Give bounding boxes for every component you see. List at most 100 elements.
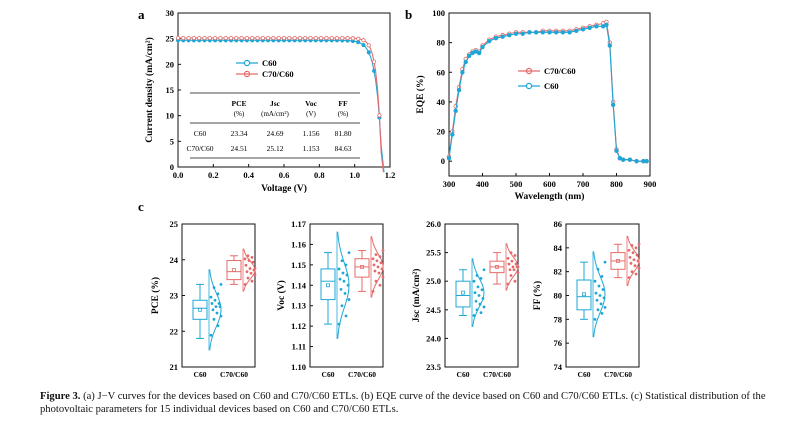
caption-lead: Figure 3. [40,391,81,402]
jv-xtick-label: 0.4 [243,170,254,180]
box-jsc-ytick-label: 25.0 [426,276,441,286]
jv-point-c70 [350,36,355,41]
box-pce-point-c70 [253,267,257,270]
box-jsc-point-c70 [506,256,510,260]
box-jsc-point-c70 [514,262,518,266]
box-pce-point-c70 [253,273,257,277]
box-pce-dist-c60 [209,269,222,351]
box-voc-ylabel: Voc (V) [276,280,287,311]
jv-point-c70 [234,35,239,41]
eqe-point-c60 [480,44,485,50]
jv-point-c70 [313,35,318,41]
box-jsc-point-c70 [509,251,513,255]
eqe-line-c60 [448,24,647,162]
box-voc-point-c60 [338,277,342,281]
box-pce-point-c70 [243,257,247,261]
eqe-point-c60 [463,59,468,65]
box-voc-point-c60 [337,267,341,271]
eqe-point-c60 [634,158,639,164]
box-voc-box-c60 [320,268,336,301]
jv-ylabel: Current density (mA/cm²) [144,37,155,143]
box-jsc-point-c60 [481,296,485,300]
box-jsc-ytick-label: 25.5 [426,248,441,258]
box-ff-ytick-label: 74 [554,362,563,372]
box-pce-point-c70 [249,271,253,275]
jv-legend-c60-marker [243,59,251,67]
jv-xtick-label: 0.8 [314,170,325,180]
box-pce-ytick-label: 21 [170,362,179,372]
box-ff-point-c60 [603,260,607,264]
jv-chart: 0.0 0.2 0.4 0.6 0.8 1.0 1.2 0 5 10 15 20 25 30 Voltage… [144,8,395,194]
jv-point-c70 [287,35,292,41]
box-pce-point-c60 [218,305,222,309]
jv-point-c70 [371,59,377,64]
box-voc-point-c60 [344,263,348,267]
eqe-point-c60 [520,31,525,36]
jv-point-c70 [361,38,366,43]
jv-point-c70 [297,35,302,41]
box-voc-point-c60 [347,298,351,301]
box-pce-point-c60 [212,317,216,321]
box-pce-ylabel: PCE (%) [150,277,161,314]
jv-point-c60 [366,50,371,55]
jv-table-cell: 1.153 [303,144,320,153]
jv-table-header-unit: (%) [338,110,349,118]
box-voc-ytick-label: 1.15 [291,260,306,270]
box-ff-point-c70 [627,248,631,252]
box-jsc-ytick-label: 24.0 [426,333,441,343]
eqe-xtick-label: 600 [543,179,556,189]
box-pce-point-c60 [209,333,213,337]
box-pce-mean-c60 [198,307,202,312]
eqe-point-c60 [500,34,505,39]
box-jsc-mean-c70 [495,264,499,269]
box-ff-point-c70 [637,242,641,246]
eqe-point-c60 [533,30,539,35]
box-jsc-cat-c60: C60 [457,370,470,379]
eqe-ylabel: EQE (%) [415,75,426,113]
jv-table-header-unit: (V) [306,110,316,118]
eqe-ytick-label: 0 [441,156,445,166]
box-pce-point-c60 [216,324,220,328]
box-pce-point-c70 [251,260,255,264]
box-voc-point-c70 [378,255,382,259]
box-ff-ylabel: FF (%) [532,281,543,310]
panel-label-a: a [138,7,145,22]
jv-ytick-label: 30 [166,8,175,18]
jv-table-cell: 24.51 [231,144,248,153]
box-ff-point-c70 [632,258,636,262]
jv-xtick-label: 0.0 [173,170,184,180]
jv-ytick-label: 10 [166,111,175,121]
jv-point-c70 [340,35,345,41]
jv-point-c70 [186,35,191,41]
eqe-ytick-label: 100 [432,8,445,18]
box-pce-point-c60 [214,305,218,309]
eqe-xtick-label: 800 [610,179,623,189]
box-pce-point-c60 [210,302,214,305]
eqe-point-c60 [450,132,455,137]
box-ff-cat-c70: C70/C60 [604,370,632,379]
jv-point-c70 [181,35,186,41]
jv-point-c70 [223,35,228,41]
box-pce-point-c70 [247,259,251,262]
eqe-legend-c60-label: C60 [544,81,559,91]
jv-point-c70 [366,43,371,48]
eqe-point-c60 [580,27,586,32]
box-voc-point-c70 [371,290,375,293]
jv-xtick-label: 1.0 [349,170,360,180]
jv-ytick-label: 0 [170,162,174,172]
box-jsc-point-c70 [513,254,517,257]
jv-legend-c70-marker [243,70,251,78]
box-ff-point-c70 [633,264,637,268]
box-ff-point-c60 [597,284,601,288]
eqe-ytick-label: 60 [437,67,446,77]
box-jsc-point-c70 [516,265,520,269]
jv-point-c70 [334,35,340,41]
box-jsc-point-c70 [511,265,515,269]
box-jsc-ytick-label: 23.5 [426,362,441,372]
box-voc-ytick-label: 1.17 [291,219,307,229]
box-voc-ytick-label: 1.10 [291,362,306,372]
box-voc-mean-c60 [326,283,330,288]
box-jsc-point-c60 [476,285,480,289]
box-ff-ytick-label: 76 [554,338,563,348]
jv-table-cell: 23.34 [231,129,248,138]
